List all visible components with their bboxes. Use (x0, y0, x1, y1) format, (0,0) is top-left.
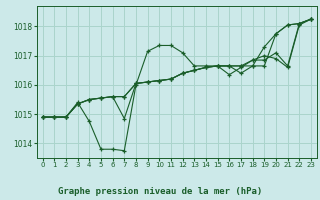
Text: Graphe pression niveau de la mer (hPa): Graphe pression niveau de la mer (hPa) (58, 187, 262, 196)
